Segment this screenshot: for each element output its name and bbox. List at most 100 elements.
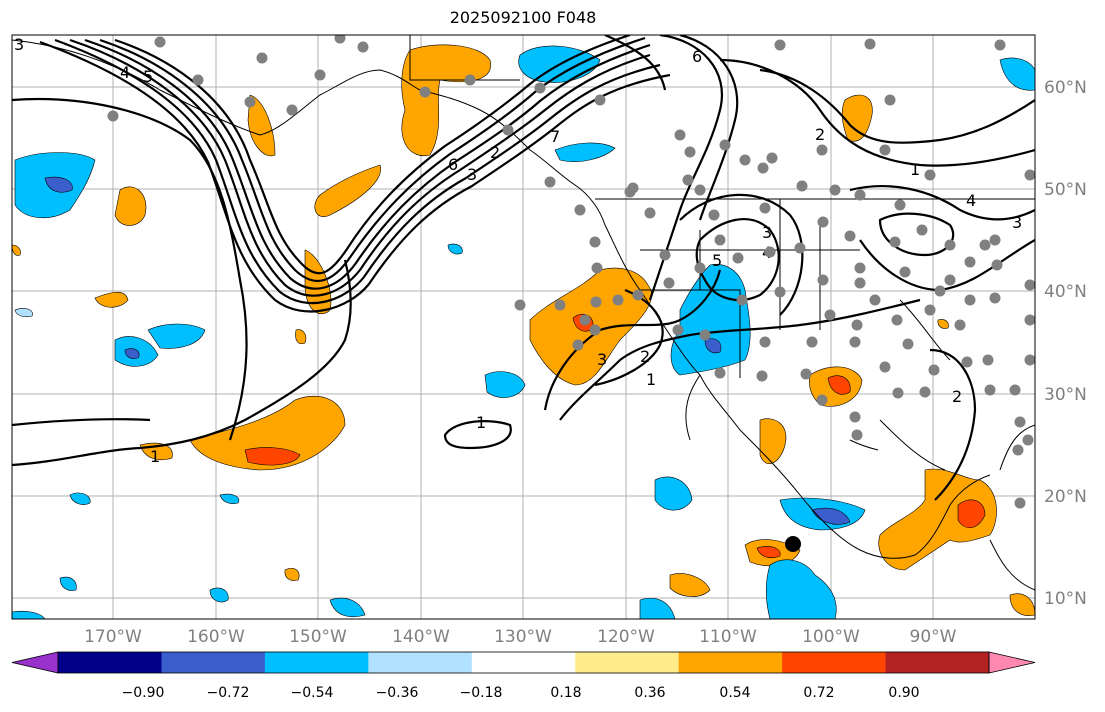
station-dot xyxy=(829,184,841,196)
colorbar-tick-label: −0.36 xyxy=(376,685,419,701)
contour-label: 3 xyxy=(467,165,477,184)
station-dot xyxy=(464,74,476,86)
contour-label: 3 xyxy=(14,35,24,54)
station-dot xyxy=(714,367,726,379)
station-dot xyxy=(982,354,994,366)
station-dot xyxy=(659,249,671,261)
station-dot xyxy=(954,319,966,331)
station-dot xyxy=(663,277,675,289)
colorbar-tick-label: −0.90 xyxy=(122,685,165,701)
station-dot xyxy=(817,274,829,286)
contour-label: 1 xyxy=(646,370,656,389)
location-marker xyxy=(785,536,801,552)
contour-label: 2 xyxy=(952,387,962,406)
colorbar-swatch xyxy=(885,652,990,673)
station-dot xyxy=(314,69,326,81)
lon-tick-label: 110°W xyxy=(699,627,757,647)
station-dot xyxy=(589,324,601,336)
station-dot xyxy=(916,224,928,236)
lon-tick-label: 120°W xyxy=(597,627,655,647)
station-dot xyxy=(674,129,686,141)
lat-tick-label: 10°N xyxy=(1044,589,1087,609)
station-dot xyxy=(757,162,769,174)
contour-label: 1 xyxy=(150,447,160,466)
station-dot xyxy=(594,94,606,106)
station-dot xyxy=(864,38,876,50)
lon-tick-label: 90°W xyxy=(910,627,957,647)
station-dot xyxy=(1024,279,1035,291)
station-dot xyxy=(854,277,866,289)
station-dot xyxy=(774,39,786,51)
station-dot xyxy=(514,299,526,311)
colorbar-swatch xyxy=(678,652,783,673)
station-dot xyxy=(879,361,891,373)
station-dot xyxy=(851,319,863,331)
station-dot xyxy=(502,124,514,136)
station-dot xyxy=(894,199,906,211)
station-dot xyxy=(924,304,936,316)
station-dot xyxy=(979,239,991,251)
contour-label: 5 xyxy=(143,67,153,86)
station-dot xyxy=(624,186,636,198)
station-dot xyxy=(764,246,776,258)
station-dot xyxy=(732,252,744,264)
contour-label: 1 xyxy=(476,413,486,432)
station-dot xyxy=(759,202,771,214)
colorbar-swatch xyxy=(368,652,473,673)
lon-tick-label: 140°W xyxy=(392,627,450,647)
colorbar-swatch xyxy=(575,652,680,673)
station-dot xyxy=(817,216,829,228)
station-dot xyxy=(694,184,706,196)
colorbar-tick-label: 0.18 xyxy=(550,685,581,701)
station-dot xyxy=(736,294,748,306)
colorbar-tick-label: 0.72 xyxy=(803,685,834,701)
lat-tick-label: 50°N xyxy=(1044,180,1087,200)
station-dot xyxy=(579,314,591,326)
station-dot xyxy=(774,286,786,298)
station-dot xyxy=(800,368,812,380)
lat-tick-label: 60°N xyxy=(1044,78,1087,98)
station-dot xyxy=(806,336,818,348)
colorbar-extend-high xyxy=(988,651,1036,674)
station-dot xyxy=(944,274,956,286)
colorbar-tick-label: −0.72 xyxy=(207,685,250,701)
station-dot xyxy=(574,204,586,216)
station-dot xyxy=(989,234,1001,246)
colorbar-tick-label: −0.18 xyxy=(460,685,503,701)
station-dot xyxy=(766,152,778,164)
contour-label: 4 xyxy=(966,191,976,210)
contour-label: 2 xyxy=(815,125,825,144)
station-dot xyxy=(879,144,891,156)
colorbar-tick-labels: −0.90 −0.72 −0.54 −0.36 −0.18 0.18 0.36 … xyxy=(122,685,920,701)
station-dot xyxy=(934,285,946,297)
station-dot xyxy=(357,41,369,53)
station-dot xyxy=(759,336,771,348)
contour-label: 4 xyxy=(120,63,130,82)
station-dot xyxy=(632,289,644,301)
station-dot xyxy=(991,259,1003,271)
station-dot xyxy=(544,176,556,188)
colorbar-tick-label: −0.54 xyxy=(291,685,334,701)
colorbar-swatch xyxy=(782,652,887,673)
station-dot xyxy=(684,146,696,158)
station-dot xyxy=(534,82,546,94)
station-dot xyxy=(1014,416,1026,428)
station-dot xyxy=(928,364,940,376)
station-dot xyxy=(1012,444,1024,456)
station-dot xyxy=(964,256,976,268)
station-dot xyxy=(796,180,808,192)
station-dot xyxy=(1024,169,1035,181)
station-dot xyxy=(1014,497,1026,509)
colorbar xyxy=(11,651,1036,674)
lon-tick-label: 160°W xyxy=(187,627,245,647)
station-dot xyxy=(902,338,914,350)
contour-label: 3 xyxy=(1012,213,1022,232)
station-dot xyxy=(892,387,904,399)
station-dot xyxy=(1009,384,1021,396)
contour-label: 2 xyxy=(640,347,650,366)
map-title: 2025092100 F048 xyxy=(449,8,597,27)
longitude-labels: 170°W 160°W 150°W 140°W 130°W 120°W 110°… xyxy=(84,627,957,647)
station-dot xyxy=(899,266,911,278)
lat-tick-label: 30°N xyxy=(1044,385,1087,405)
colorbar-tick-label: 0.90 xyxy=(888,685,919,701)
